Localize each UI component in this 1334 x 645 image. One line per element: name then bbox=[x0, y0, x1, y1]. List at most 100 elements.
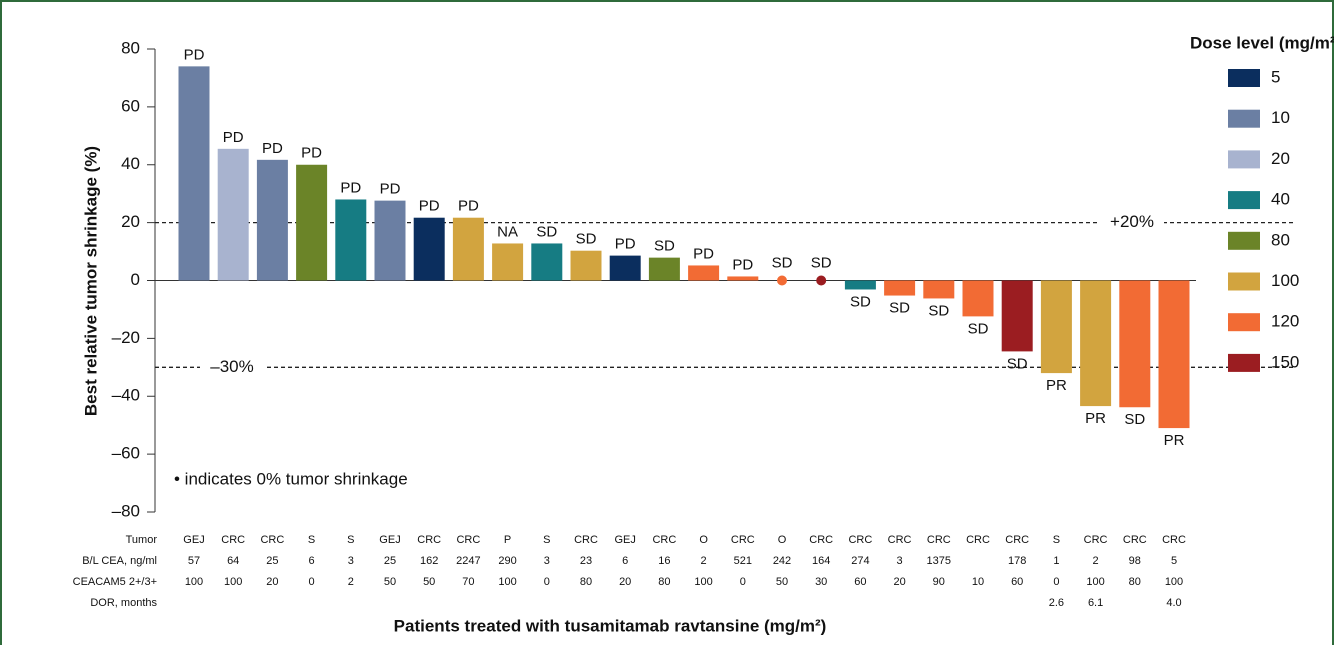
response-label: PD bbox=[380, 181, 401, 198]
table-cell: 30 bbox=[815, 576, 827, 588]
table-cell: 50 bbox=[776, 576, 788, 588]
legend-swatch bbox=[1228, 150, 1260, 169]
bar bbox=[1040, 280, 1072, 374]
y-tick-label: 40 bbox=[121, 154, 140, 173]
table-cell: 3 bbox=[544, 555, 550, 567]
table-cell: CRC bbox=[966, 534, 990, 546]
bar bbox=[1080, 280, 1112, 407]
table-cell: 64 bbox=[227, 555, 239, 567]
table-cell: 16 bbox=[658, 555, 670, 567]
bar bbox=[178, 66, 210, 281]
response-label: PR bbox=[1164, 432, 1185, 449]
reference-label: +20% bbox=[1110, 212, 1154, 231]
table-cell: 6 bbox=[622, 555, 628, 567]
bar bbox=[217, 148, 249, 281]
table-cell: S bbox=[543, 534, 550, 546]
response-label: PD bbox=[419, 198, 440, 215]
table-cell: CRC bbox=[1123, 534, 1147, 546]
y-axis-title: Best relative tumor shrinkage (%) bbox=[81, 146, 100, 416]
legend-label: 10 bbox=[1271, 108, 1290, 127]
table-cell: 50 bbox=[423, 576, 435, 588]
table-cell: 3 bbox=[348, 555, 354, 567]
table-cell: 80 bbox=[580, 576, 592, 588]
table-cell: CRC bbox=[456, 534, 480, 546]
table-cell: CRC bbox=[731, 534, 755, 546]
table-cell: 100 bbox=[498, 576, 516, 588]
response-label: PD bbox=[301, 145, 322, 162]
table-cell: GEJ bbox=[183, 534, 204, 546]
reference-label: –30% bbox=[210, 357, 253, 376]
legend-swatch bbox=[1228, 272, 1260, 291]
bar bbox=[570, 250, 602, 281]
legend-label: 5 bbox=[1271, 67, 1280, 86]
bar bbox=[688, 265, 720, 281]
table-cell: 0 bbox=[309, 576, 315, 588]
table-cell: S bbox=[347, 534, 354, 546]
table-cell: 290 bbox=[498, 555, 516, 567]
table-cell: 2 bbox=[348, 576, 354, 588]
bar bbox=[844, 280, 876, 290]
table-cell: 2247 bbox=[456, 555, 480, 567]
response-label: PR bbox=[1085, 410, 1106, 427]
table-cell: CRC bbox=[809, 534, 833, 546]
bar bbox=[884, 280, 916, 296]
y-tick-label: –40 bbox=[112, 386, 140, 405]
y-tick-label: 20 bbox=[121, 212, 140, 231]
table-cell: 1 bbox=[1053, 555, 1059, 567]
legend-label: 100 bbox=[1271, 271, 1299, 290]
table-cell: GEJ bbox=[379, 534, 400, 546]
table-cell: 2 bbox=[701, 555, 707, 567]
legend-label: 40 bbox=[1271, 190, 1290, 209]
table-cell: 164 bbox=[812, 555, 830, 567]
legend-title: Dose level (mg/m²) bbox=[1190, 33, 1334, 52]
table-cell: 20 bbox=[893, 576, 905, 588]
bar bbox=[452, 217, 484, 281]
table-cell: 0 bbox=[1053, 576, 1059, 588]
response-label: NA bbox=[497, 223, 518, 240]
response-label: PD bbox=[184, 46, 205, 63]
table-cell: CRC bbox=[888, 534, 912, 546]
table-cell: 10 bbox=[972, 576, 984, 588]
annotation: • indicates 0% tumor shrinkage bbox=[174, 469, 408, 488]
reference-label-bg bbox=[200, 357, 264, 378]
table-cell: 5 bbox=[1171, 555, 1177, 567]
table-row-label: B/L CEA, ng/ml bbox=[82, 555, 157, 567]
table-cell: O bbox=[699, 534, 708, 546]
table-cell: 100 bbox=[694, 576, 712, 588]
legend-swatch bbox=[1228, 353, 1260, 372]
bar bbox=[1158, 280, 1190, 429]
table-cell: 80 bbox=[1129, 576, 1141, 588]
legend-swatch bbox=[1228, 231, 1260, 250]
response-label: PD bbox=[223, 129, 244, 146]
table-cell: 162 bbox=[420, 555, 438, 567]
response-label: PD bbox=[262, 140, 283, 157]
table-cell: 3 bbox=[897, 555, 903, 567]
table-cell: 100 bbox=[185, 576, 203, 588]
legend-label: 80 bbox=[1271, 230, 1290, 249]
response-label: PD bbox=[732, 256, 753, 273]
response-label: PD bbox=[693, 245, 714, 262]
table-cell: CRC bbox=[1005, 534, 1029, 546]
bar bbox=[923, 280, 955, 299]
table-cell: 20 bbox=[266, 576, 278, 588]
bar bbox=[256, 159, 288, 281]
response-label: PR bbox=[1046, 377, 1067, 394]
table-cell: CRC bbox=[260, 534, 284, 546]
table-cell: CRC bbox=[417, 534, 441, 546]
legend-swatch bbox=[1228, 109, 1260, 128]
zero-dot bbox=[777, 275, 787, 286]
table-cell: 25 bbox=[384, 555, 396, 567]
table-cell: 23 bbox=[580, 555, 592, 567]
response-label: PD bbox=[458, 198, 479, 215]
bar bbox=[727, 276, 759, 281]
bar bbox=[374, 200, 406, 281]
response-label: SD bbox=[968, 320, 989, 337]
table-row-label: DOR, months bbox=[90, 597, 157, 609]
bar bbox=[413, 217, 445, 281]
table-cell: 25 bbox=[266, 555, 278, 567]
response-label: SD bbox=[928, 302, 949, 319]
legend-swatch bbox=[1228, 191, 1260, 210]
legend-swatch bbox=[1228, 313, 1260, 332]
bar bbox=[296, 164, 328, 281]
